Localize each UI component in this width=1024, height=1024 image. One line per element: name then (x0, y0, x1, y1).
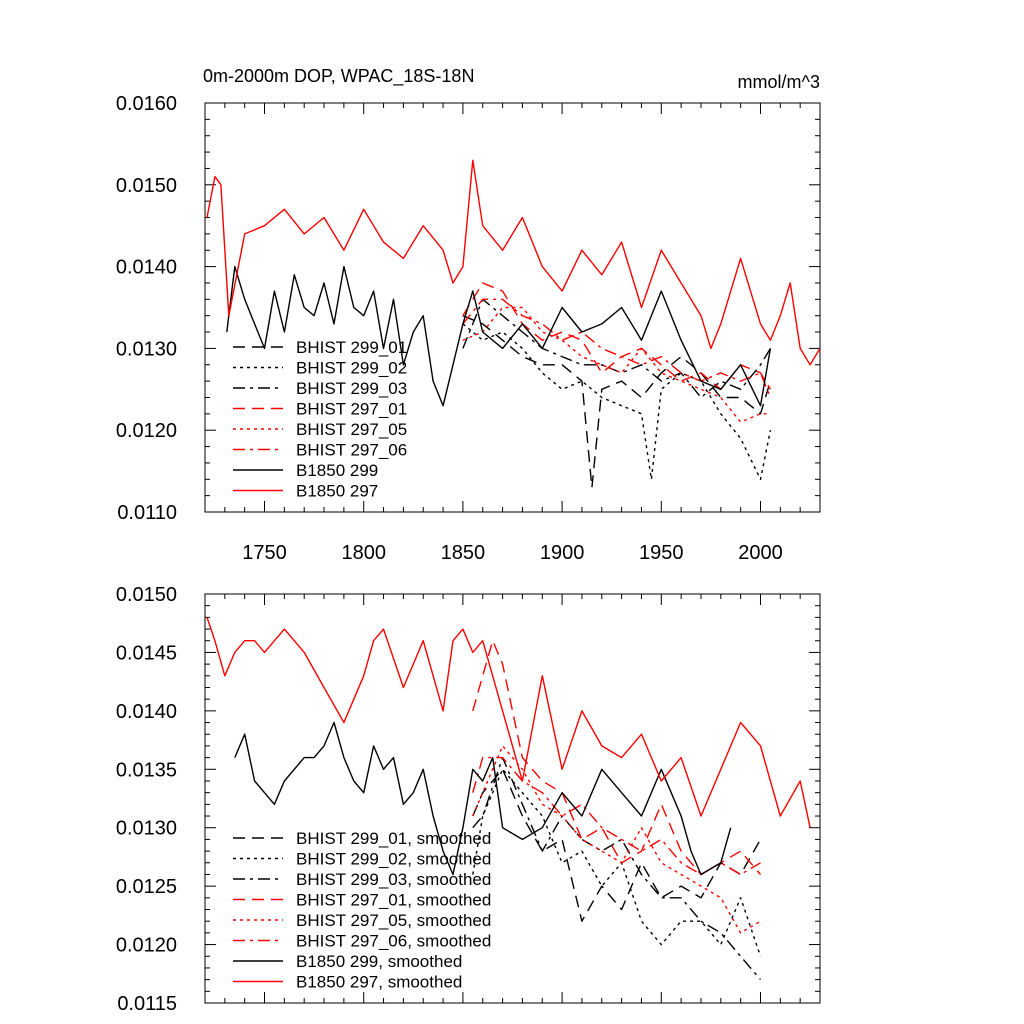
legend-label: BHIST 299_03, smoothed (296, 870, 491, 889)
x-tick-label: 1800 (341, 542, 386, 564)
series-line-7 (226, 265, 772, 407)
x-tick-label: 1750 (242, 542, 287, 564)
series-line-2 (472, 768, 762, 957)
legend-label: BHIST 299_03 (296, 379, 407, 398)
legend-label: B1850 297, smoothed (296, 973, 462, 992)
series-line-5 (462, 306, 771, 423)
legend-label: BHIST 297_01, smoothed (296, 891, 491, 910)
legend-label: B1850 297 (296, 482, 378, 501)
top-panel: 1750 1800 1850 1900 1950 2000 0.0160 0.0150 0.01… (116, 93, 821, 564)
y-tick-label: 0.0140 (116, 257, 177, 279)
series-line-2 (462, 323, 772, 480)
plot-frame (204, 102, 821, 513)
x-tick-label: 1950 (639, 542, 684, 564)
bottom-panel: 0.0150 0.0145 0.0140 0.0135 0.0130 0.0125 0.01… (116, 584, 821, 1015)
legend-label: BHIST 299_01, smoothed (296, 829, 491, 848)
y-tick-label: 0.0130 (116, 818, 177, 840)
series-group (206, 159, 820, 489)
chart-units: mmol/m^3 (738, 72, 820, 92)
legend-label: B1850 299 (296, 461, 378, 480)
series-line-7 (234, 721, 732, 876)
y-tick-label: 0.0135 (116, 759, 177, 781)
series-line-6 (472, 756, 761, 876)
y-tick-label: 0.0150 (116, 584, 177, 606)
series-line-8 (206, 159, 820, 366)
legend-label: BHIST 297_06 (296, 441, 407, 460)
series-line-5 (472, 745, 761, 934)
legend-label: BHIST 299_01 (296, 338, 407, 357)
y-tick-label: 0.0145 (116, 642, 177, 664)
series-line-6 (462, 298, 772, 398)
legend-label: BHIST 297_01 (296, 400, 407, 419)
y-tick-label: 0.0140 (116, 701, 177, 723)
series-group (206, 617, 811, 981)
series-line-8 (206, 617, 811, 828)
x-tick-label: 1850 (441, 542, 486, 564)
series-line-1 (462, 315, 772, 489)
series-line-1 (472, 768, 762, 922)
legend-label: BHIST 299_02 (296, 359, 407, 378)
legend-label: BHIST 299_02, smoothed (296, 850, 491, 869)
y-tick-label: 0.0160 (116, 93, 177, 115)
plot-frame (204, 593, 821, 1004)
series-line-4 (462, 282, 771, 390)
chart-title: 0m-2000m DOP, WPAC_18S-18N (203, 66, 474, 87)
legend-label: B1850 299, smoothed (296, 952, 462, 971)
x-tick-label: 2000 (738, 542, 783, 564)
y-tick-label: 0.0125 (116, 876, 177, 898)
legend-label: BHIST 297_05 (296, 420, 407, 439)
legend-label: BHIST 297_05, smoothed (296, 911, 491, 930)
x-tick-label: 1900 (540, 542, 585, 564)
y-tick-label: 0.0115 (117, 993, 177, 1015)
y-tick-label: 0.0120 (116, 935, 177, 957)
y-tick-label: 0.0150 (116, 175, 177, 197)
y-tick-label: 0.0110 (117, 502, 177, 524)
y-tick-label: 0.0130 (116, 338, 177, 360)
y-tick-label: 0.0120 (116, 420, 177, 442)
series-line-3 (472, 756, 762, 981)
legend-label: BHIST 297_06, smoothed (296, 932, 491, 951)
